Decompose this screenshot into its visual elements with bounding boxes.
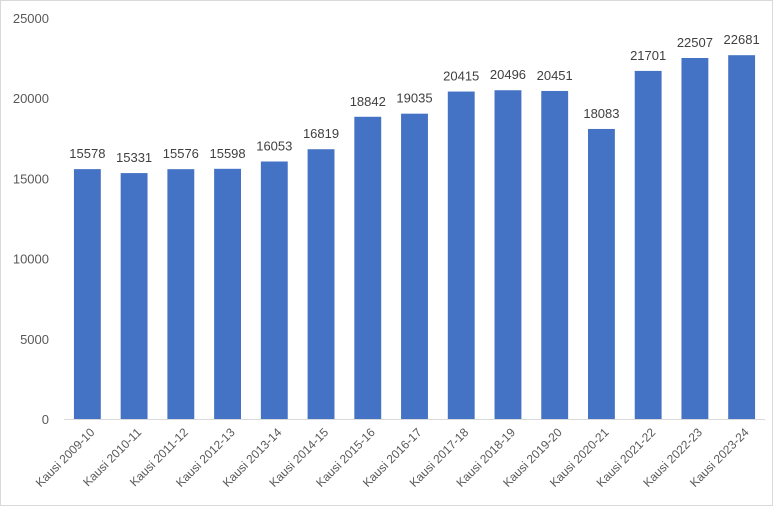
bar-5 [307, 149, 335, 419]
y-tick-label-5: 25000 [13, 11, 49, 26]
y-axis: 0 5000 10000 15000 20000 25000 [13, 11, 49, 427]
bar-13 [681, 57, 709, 419]
y-tick-label-1: 5000 [20, 332, 49, 347]
y-tick-label-3: 15000 [13, 171, 49, 186]
y-tick-label-0: 0 [42, 412, 49, 427]
data-label-11: 18083 [583, 106, 619, 121]
bar-3 [214, 168, 242, 419]
data-label-10: 20451 [537, 68, 573, 83]
data-label-7: 19035 [396, 91, 432, 106]
bar-7 [401, 113, 428, 420]
y-tick-label-4: 20000 [13, 91, 49, 106]
y-tick-label-2: 10000 [13, 252, 49, 267]
data-label-9: 20496 [490, 67, 526, 82]
data-label-8: 20415 [443, 69, 479, 84]
bar-14 [728, 55, 756, 420]
data-label-4: 16053 [256, 139, 292, 154]
data-label-0: 15578 [69, 146, 105, 161]
data-label-12: 21701 [630, 48, 666, 63]
bar-8 [447, 91, 475, 420]
data-label-1: 15331 [116, 150, 152, 165]
bar-6 [354, 116, 382, 419]
bar-4 [260, 161, 288, 419]
bar-0 [73, 169, 101, 419]
data-label-2: 15576 [163, 146, 199, 161]
bar-2 [167, 169, 195, 419]
bar-12 [634, 70, 662, 420]
bar-9 [494, 90, 522, 419]
data-label-13: 22507 [677, 35, 713, 50]
bar-1 [120, 173, 148, 419]
data-label-14: 22681 [724, 32, 760, 47]
data-label-3: 15598 [209, 146, 245, 161]
data-label-5: 16819 [303, 126, 339, 141]
data-labels: 15578 15331 15576 15598 16053 16819 18842 19035… [69, 32, 759, 165]
bars [73, 55, 756, 420]
data-label-6: 18842 [350, 94, 386, 109]
bar-10 [541, 90, 569, 420]
bar-11 [587, 128, 615, 419]
